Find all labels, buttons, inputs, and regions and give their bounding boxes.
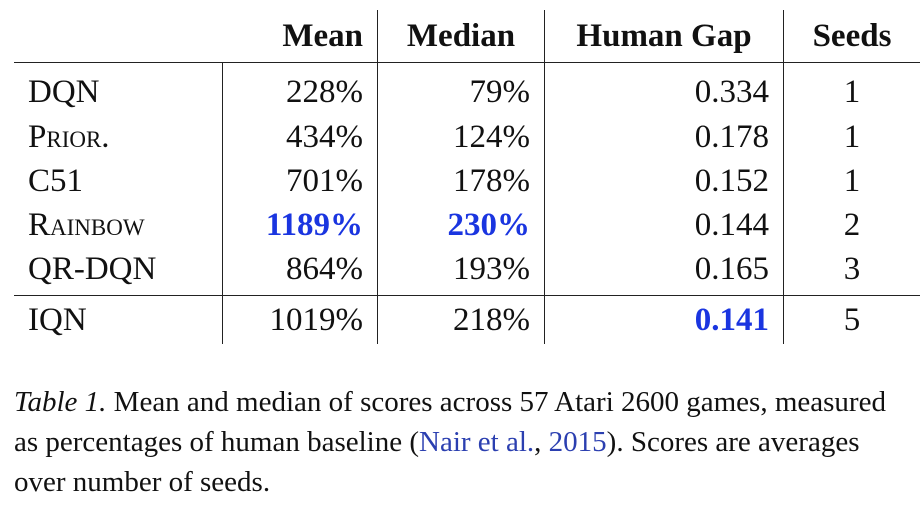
median-cell: 193%: [377, 247, 545, 296]
median-cell: 124%: [377, 115, 545, 159]
results-table: Mean Median Human Gap Seeds DQN 228% 79%…: [14, 10, 920, 344]
table-row: Prior. 434% 124% 0.178 1: [14, 115, 920, 159]
citation-separator: ,: [534, 426, 549, 458]
caption-text-before: Mean and median of scores across 57 Atar…: [14, 386, 886, 458]
table-row: QR-DQN 864% 193% 0.165 3: [14, 247, 920, 296]
table-caption: Table 1. Mean and median of scores acros…: [14, 382, 914, 502]
caption-label: Table 1.: [14, 386, 107, 418]
table-row: DQN 228% 79% 0.334 1: [14, 62, 920, 115]
header-mean: Mean: [222, 10, 378, 63]
median-cell: 79%: [377, 62, 545, 115]
citation-year-link[interactable]: 2015: [548, 426, 607, 458]
header-human-gap: Human Gap: [544, 10, 784, 63]
method-cell: IQN: [14, 295, 223, 344]
table-row: C51 701% 178% 0.152 1: [14, 159, 920, 203]
mean-cell-best: 1189%: [222, 203, 378, 247]
seeds-cell: 2: [783, 203, 920, 247]
caption-text-after: ). Scores are averages over number of se…: [14, 426, 860, 498]
mean-cell: 701%: [222, 159, 378, 203]
method-cell: Prior.: [28, 118, 110, 155]
header-seeds: Seeds: [783, 10, 920, 63]
table-header-row: Mean Median Human Gap Seeds: [14, 10, 920, 63]
method-cell: Rainbow: [28, 206, 145, 243]
mean-cell: 864%: [222, 247, 378, 296]
mean-cell: 228%: [222, 62, 378, 115]
header-method: [14, 10, 223, 63]
seeds-cell: 3: [783, 247, 920, 296]
median-cell: 178%: [377, 159, 545, 203]
seeds-cell: 1: [783, 159, 920, 203]
method-cell: DQN: [28, 73, 100, 110]
mean-cell: 434%: [222, 115, 378, 159]
seeds-cell: 1: [783, 62, 920, 115]
human-gap-cell: 0.178: [544, 115, 784, 159]
citation-authors-link[interactable]: Nair et al.: [419, 426, 535, 458]
human-gap-cell: 0.165: [544, 247, 784, 296]
human-gap-cell: 0.334: [544, 62, 784, 115]
method-cell: C51: [28, 162, 84, 199]
table-row: Rainbow 1189% 230% 0.144 2: [14, 203, 920, 247]
mean-cell: 1019%: [222, 295, 378, 344]
header-median: Median: [377, 10, 545, 63]
method-cell: QR-DQN: [28, 250, 157, 287]
seeds-cell: 1: [783, 115, 920, 159]
human-gap-cell: 0.144: [544, 203, 784, 247]
human-gap-cell-best: 0.141: [544, 295, 784, 344]
median-cell: 218%: [377, 295, 545, 344]
median-cell-best: 230%: [377, 203, 545, 247]
human-gap-cell: 0.152: [544, 159, 784, 203]
table-row-iqn: IQN 1019% 218% 0.141 5: [14, 295, 920, 344]
seeds-cell: 5: [783, 295, 920, 344]
